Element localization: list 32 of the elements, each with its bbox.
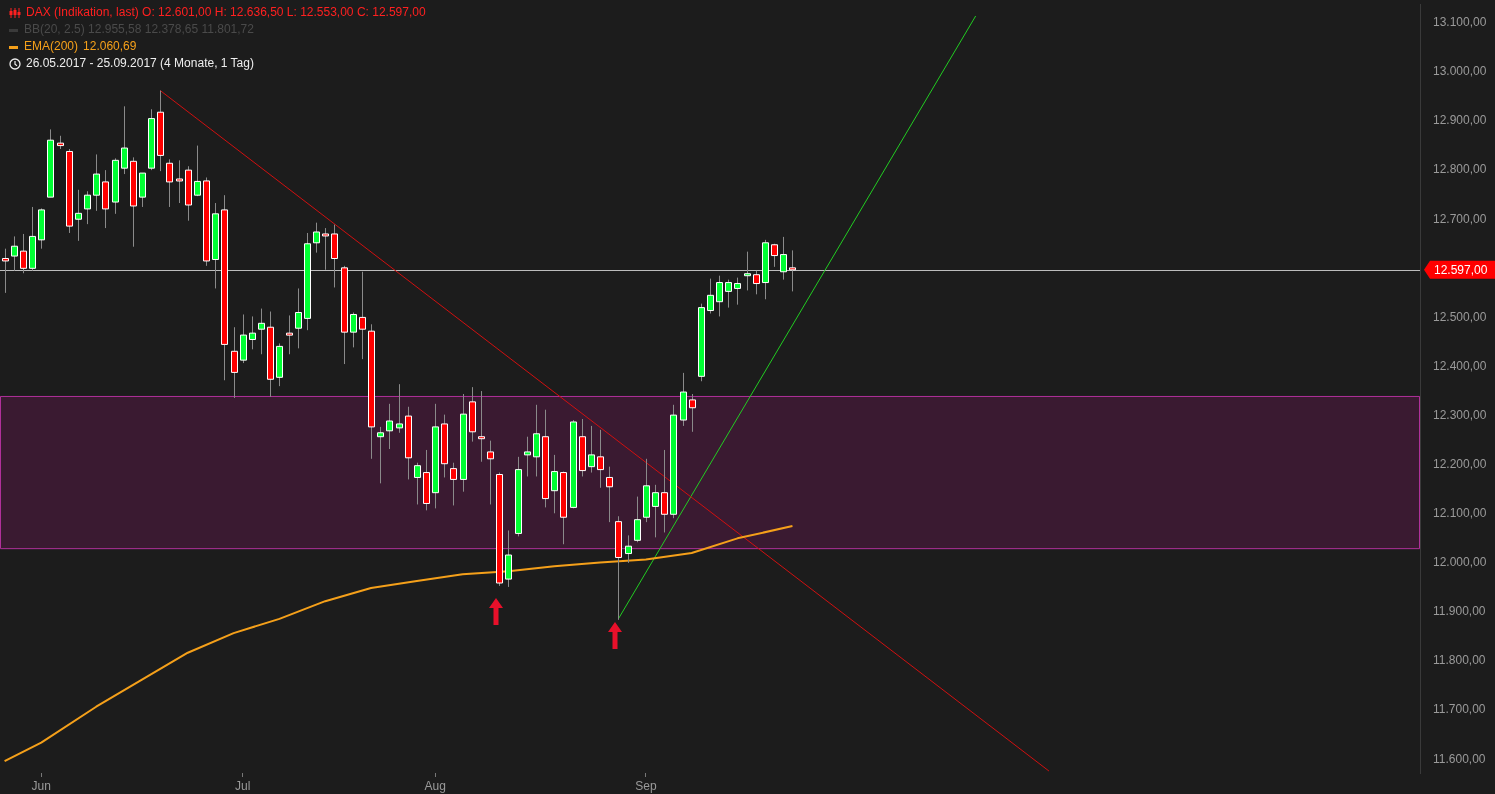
y-tick-label: 11.600,00 xyxy=(1433,751,1486,766)
candlestick xyxy=(652,484,659,538)
candlestick xyxy=(725,279,732,309)
candlestick xyxy=(634,496,641,543)
y-tick-label: 12.200,00 xyxy=(1433,457,1487,472)
x-tick-label: Jul xyxy=(235,778,251,793)
y-tick-label: 12.900,00 xyxy=(1433,113,1487,128)
y-tick-label: 12.500,00 xyxy=(1433,309,1487,324)
ref-line-label: 12.597,00 xyxy=(1434,263,1488,278)
text: 26.05.2017 - 25.09.2017 (4 Monate, 1 Tag) xyxy=(26,55,254,72)
y-tick-label: 13.000,00 xyxy=(1433,64,1487,79)
legend-label: EMA(200) xyxy=(24,38,79,55)
y-tick-label: 11.700,00 xyxy=(1433,702,1486,717)
chart-title: DAX (Indikation, last) O: 12.601,00 H: 12.636,50 L: 12.553,00 C: 12.597,00 xyxy=(26,4,426,21)
annotation: 12.060,69 xyxy=(83,38,137,55)
y-tick-label: 12.400,00 xyxy=(1433,358,1487,373)
y-tick-label: 13.100,00 xyxy=(1433,15,1487,30)
x-tick-label: Sep xyxy=(635,778,657,793)
candlestick xyxy=(450,462,457,506)
y-tick-label: 12.300,00 xyxy=(1433,407,1487,422)
x-tick-label: Jun xyxy=(31,778,51,793)
y-tick-label: 11.900,00 xyxy=(1433,604,1486,619)
x-tick-label: Aug xyxy=(424,778,446,793)
candlestick xyxy=(414,462,421,505)
candlestick xyxy=(295,287,302,349)
y-tick-label: 11.800,00 xyxy=(1433,653,1486,668)
candlestick xyxy=(661,449,668,533)
y-tick-label: 12.800,00 xyxy=(1433,162,1487,177)
y-tick-label: 12.700,00 xyxy=(1433,211,1487,226)
candlestick xyxy=(734,277,741,306)
y-tick-label: 12.000,00 xyxy=(1433,555,1487,570)
y-tick-label: 12.100,00 xyxy=(1433,506,1487,521)
